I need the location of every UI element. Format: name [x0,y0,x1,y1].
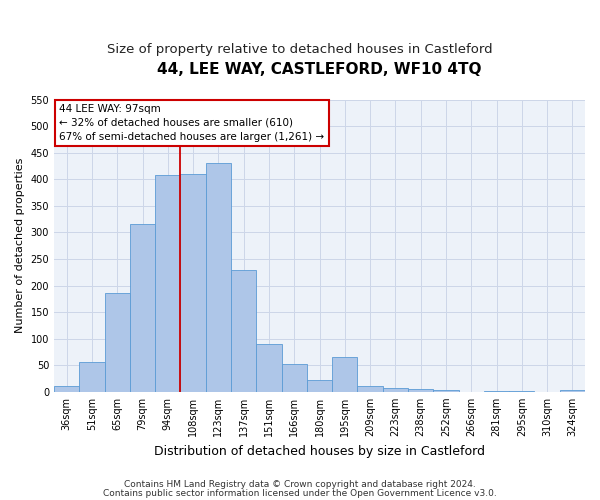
Bar [509,390,535,392]
Text: Contains HM Land Registry data © Crown copyright and database right 2024.: Contains HM Land Registry data © Crown c… [124,480,476,489]
Bar [130,224,155,392]
Bar [181,174,206,392]
Bar [54,386,79,392]
Text: 44 LEE WAY: 97sqm
← 32% of detached houses are smaller (610)
67% of semi-detache: 44 LEE WAY: 97sqm ← 32% of detached hous… [59,104,325,142]
Bar [256,344,281,392]
Bar [433,390,458,392]
Y-axis label: Number of detached properties: Number of detached properties [15,158,25,334]
X-axis label: Distribution of detached houses by size in Castleford: Distribution of detached houses by size … [154,444,485,458]
Bar [79,362,104,392]
Bar [332,358,358,392]
Bar [206,164,231,392]
Bar [231,270,256,392]
Text: Size of property relative to detached houses in Castleford: Size of property relative to detached ho… [107,42,493,56]
Bar [104,294,130,392]
Bar [155,175,181,392]
Bar [307,380,332,392]
Bar [281,364,307,392]
Text: Contains public sector information licensed under the Open Government Licence v3: Contains public sector information licen… [103,488,497,498]
Bar [484,390,509,392]
Bar [358,386,383,392]
Title: 44, LEE WAY, CASTLEFORD, WF10 4TQ: 44, LEE WAY, CASTLEFORD, WF10 4TQ [157,62,482,78]
Bar [560,390,585,392]
Bar [408,389,433,392]
Bar [383,388,408,392]
